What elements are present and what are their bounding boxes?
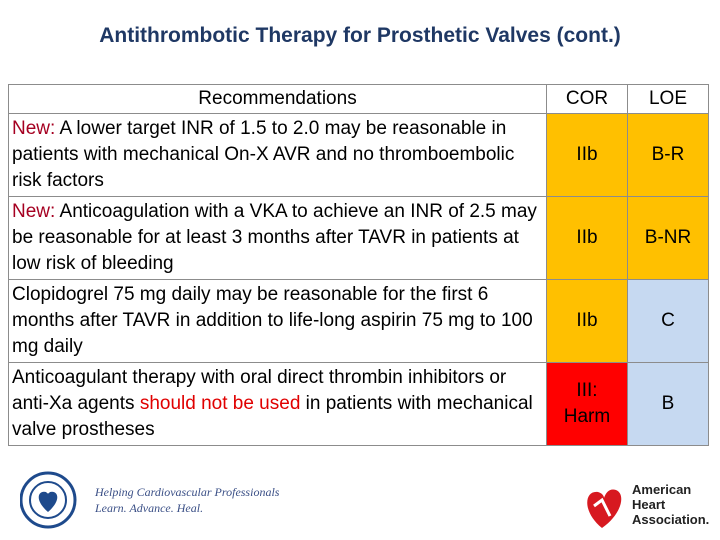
loe-cell: C: [626, 279, 710, 363]
cor-value: IIb: [576, 144, 598, 165]
column-header: COR: [546, 84, 628, 114]
recommendation-table: Recommendations COR LOE New: A lower targe…: [8, 84, 710, 446]
recommendation-text: should not be used: [139, 393, 301, 414]
table-row: New: Anticoagulation with a VKA to achie…: [8, 196, 710, 280]
recommendation-cell: Clopidogrel 75 mg daily may be reasonabl…: [8, 279, 547, 363]
cor-cell: IIb: [546, 196, 628, 280]
aha-torch: [593, 497, 612, 517]
aha-name-line: Heart: [632, 497, 666, 512]
loe-cell: B: [626, 362, 710, 446]
aha-heart: [587, 489, 622, 528]
seal-inner: [29, 481, 67, 519]
seal-heart: [38, 491, 58, 512]
recommendation-cell: New: Anticoagulation with a VKA to achie…: [8, 196, 547, 280]
recommendation-cell: New: A lower target INR of 1.5 to 2.0 ma…: [8, 113, 547, 197]
recommendation-text: Anticoagulant therapy with oral direct t…: [12, 367, 507, 414]
recommendation-text: in patients with mechanical valve prosth…: [12, 393, 533, 440]
recommendation-text: New:: [12, 201, 56, 222]
cor-cell: III: Harm: [546, 362, 628, 446]
cor-cell: IIb: [546, 113, 628, 197]
aha-name-line: Association.: [632, 512, 709, 527]
cor-cell: IIb: [546, 279, 628, 363]
cor-value: IIb: [576, 227, 598, 248]
acc-motto: Learn. Advance. Heal.: [94, 501, 203, 515]
recommendation-text: A lower target INR of 1.5 to 2.0 may be …: [12, 118, 515, 191]
table-body: New: A lower target INR of 1.5 to 2.0 ma…: [8, 113, 710, 446]
column-header: Recommendations: [8, 84, 547, 114]
table-row: Clopidogrel 75 mg daily may be reasonabl…: [8, 279, 710, 363]
slide-title: Antithrombotic Therapy for Prosthetic Va…: [99, 24, 621, 47]
recommendation-cell: Anticoagulant therapy with oral direct t…: [8, 362, 547, 446]
cor-value: III: Harm: [563, 380, 611, 427]
aha-name-line: American: [632, 482, 691, 497]
acc-tagline: Helping Cardiovascular Professionals: [94, 485, 280, 499]
table-row: New: A lower target INR of 1.5 to 2.0 ma…: [8, 113, 710, 197]
recommendation-text: Clopidogrel 75 mg daily may be reasonabl…: [12, 284, 533, 357]
column-header: LOE: [626, 84, 710, 114]
cor-value: IIb: [576, 310, 598, 331]
loe-cell: B-R: [626, 113, 710, 197]
recommendation-text: New:: [12, 118, 56, 139]
recommendation-text: Anticoagulation with a VKA to achieve an…: [12, 201, 537, 274]
acc-logo: Helping Cardiovascular Professionals Lea…: [20, 471, 280, 529]
table-row: Anticoagulant therapy with oral direct t…: [8, 362, 710, 446]
header-row: Recommendations COR LOE: [8, 84, 710, 114]
loe-cell: B-NR: [626, 196, 710, 280]
